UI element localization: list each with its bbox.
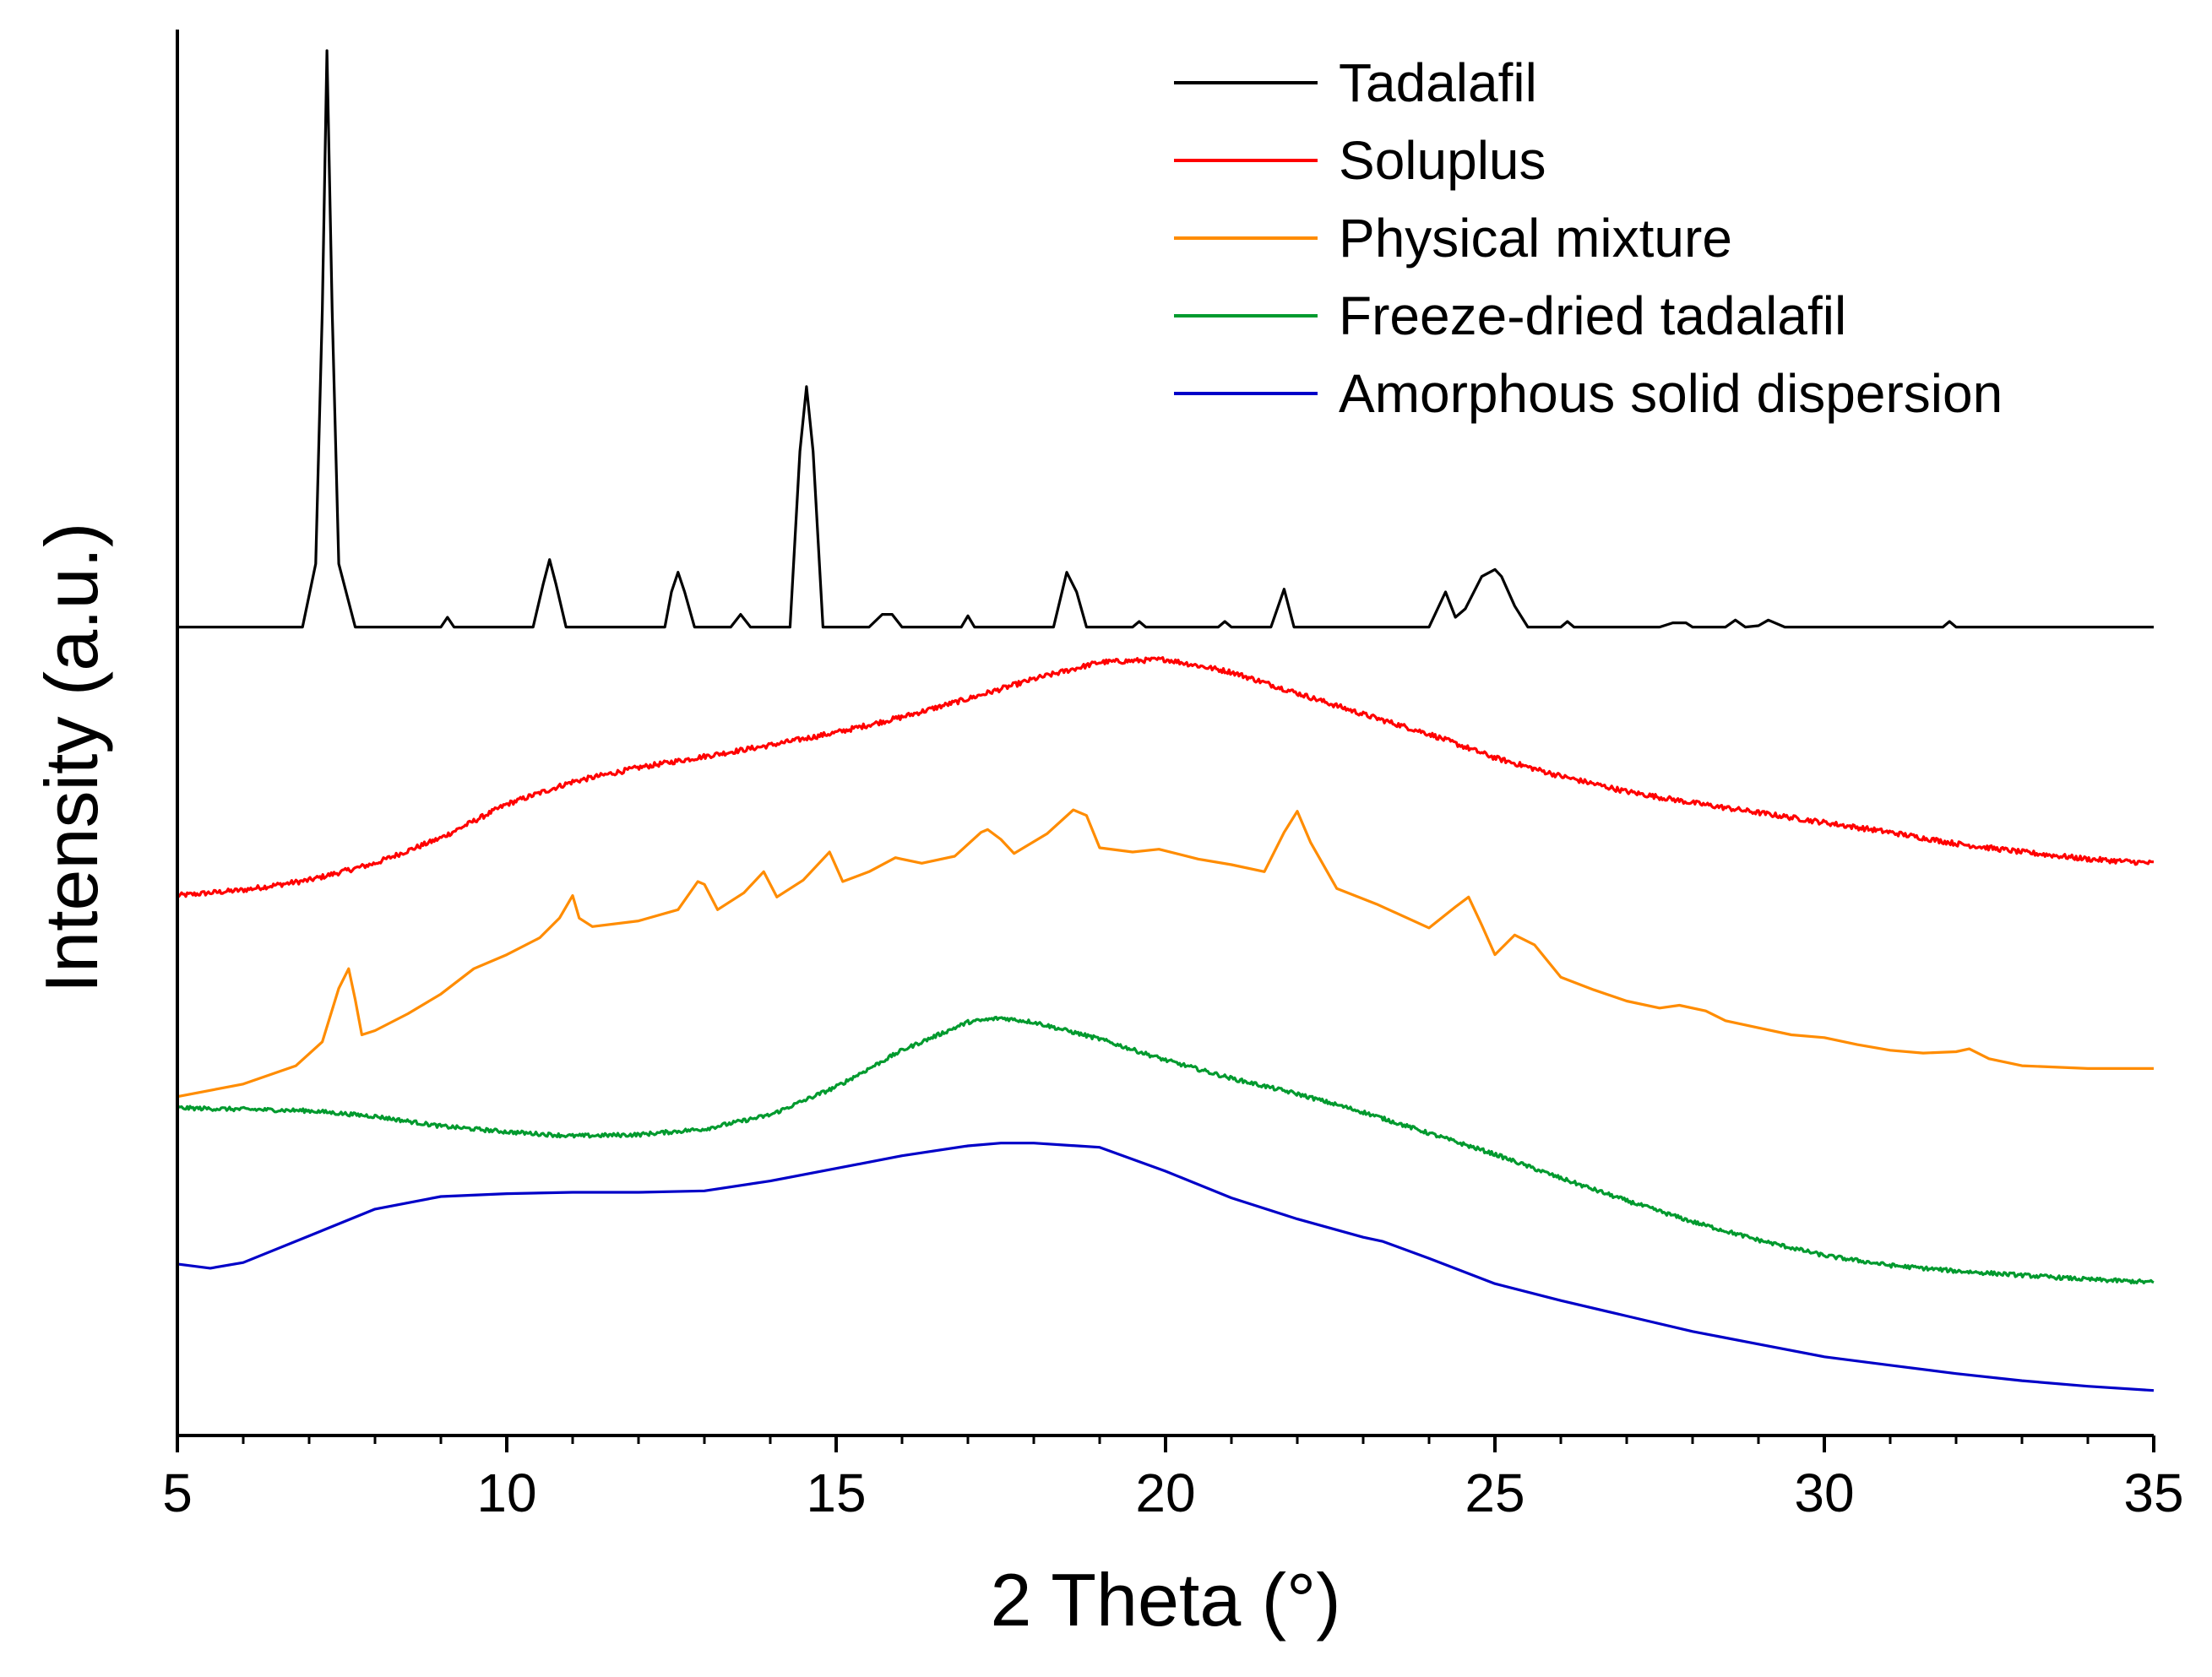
x-tick-label: 20 bbox=[1135, 1463, 1195, 1523]
axes-layer: 5 10 15 20 25 30 35 bbox=[162, 30, 2184, 1523]
series-line-5 bbox=[177, 1142, 2155, 1392]
legend: Tadalafil Soluplus Physical mixture Freeze-… bbox=[1174, 52, 2003, 424]
x-tick-label: 10 bbox=[476, 1463, 536, 1523]
x-tick-label: 35 bbox=[2123, 1463, 2183, 1523]
legend-label: Amorphous solid dispersion bbox=[1339, 363, 2003, 424]
x-tick-label: 30 bbox=[1794, 1463, 1854, 1523]
series-line-4 bbox=[176, 1015, 2155, 1285]
legend-label: Tadalafil bbox=[1339, 52, 1537, 113]
x-tick-label: 25 bbox=[1465, 1463, 1524, 1523]
x-axis-title: 2 Theta (°) bbox=[990, 1558, 1340, 1642]
series-line-1 bbox=[177, 49, 2154, 629]
series-line-3 bbox=[177, 808, 2154, 1099]
legend-label: Soluplus bbox=[1339, 130, 1546, 191]
x-tick-label: 5 bbox=[162, 1463, 193, 1523]
x-tick-label: 15 bbox=[806, 1463, 866, 1523]
series-layer bbox=[176, 49, 2155, 1392]
series-line-2 bbox=[176, 656, 2155, 898]
y-axis-title: Intensity (a.u.) bbox=[30, 523, 113, 994]
legend-label: Physical mixture bbox=[1339, 208, 1732, 269]
legend-label: Freeze-dried tadalafil bbox=[1339, 285, 1846, 346]
